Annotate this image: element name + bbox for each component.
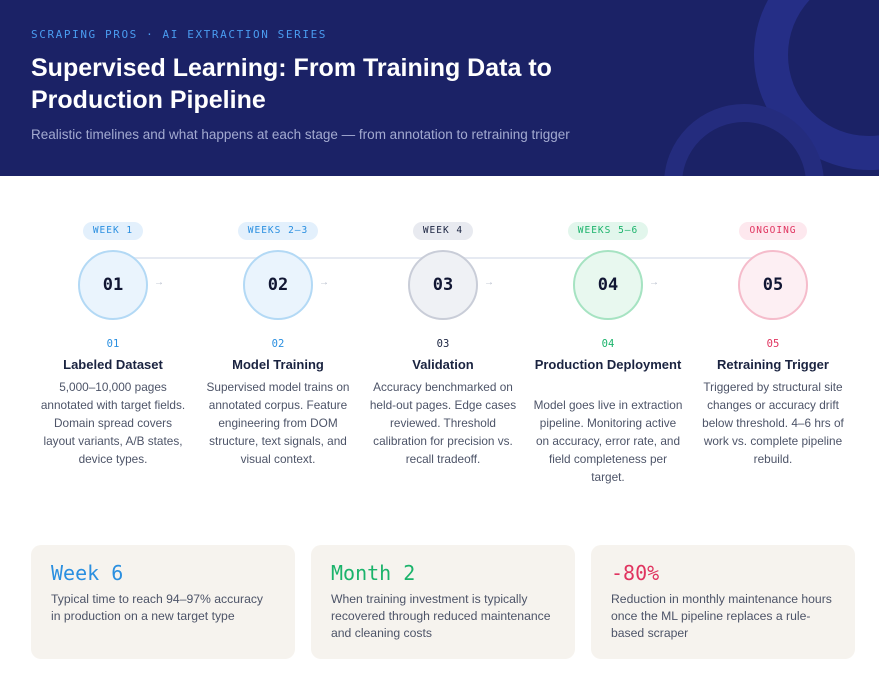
stage-title: Production Deployment: [534, 357, 682, 372]
header-banner: SCRAPING PROS · AI EXTRACTION SERIES Sup…: [0, 0, 879, 176]
stage-badge: WEEK 1: [82, 222, 144, 240]
page-title: Supervised Learning: From Training Data …: [31, 54, 552, 114]
stage-badge: WEEK 4: [412, 222, 474, 240]
series-eyebrow: SCRAPING PROS · AI EXTRACTION SERIES: [31, 28, 328, 41]
stage-description: Model goes live in extraction pipeline. …: [533, 398, 683, 484]
stage-description: Supervised model trains on annotated cor…: [206, 380, 350, 466]
stage-description: Triggered by structural site changes or …: [702, 380, 844, 466]
stage-number: 01: [106, 338, 120, 350]
stage-number: 03: [436, 338, 450, 350]
stat-value: Week 6: [51, 561, 124, 585]
stage-description: Accuracy benchmarked on held-out pages. …: [369, 380, 517, 466]
stage-circle: 01: [78, 250, 148, 320]
stage-title: Validation: [412, 357, 474, 372]
stat-value: Month 2: [331, 561, 416, 585]
stage-circle: 03: [408, 250, 478, 320]
stage-title: Retraining Trigger: [717, 357, 829, 372]
stat-card-accuracy: Week 6 Typical time to reach 94–97% accu…: [31, 545, 295, 659]
stage-title: Labeled Dataset: [63, 357, 163, 372]
timeline-stage-2: WEEKS 2–3 02 → 02 Model Training Supervi…: [203, 220, 353, 466]
arrow-right-icon: →: [154, 277, 164, 288]
stat-description: Reduction in monthly maintenance hours o…: [611, 592, 832, 640]
timeline-stage-4: WEEKS 5–6 04 → 04 Production Deployment …: [533, 220, 683, 484]
stat-card-payback: Month 2 When training investment is typi…: [311, 545, 575, 659]
arrow-right-icon: →: [484, 277, 494, 288]
timeline-stage-1: WEEK 1 01 → 01 Labeled Dataset 5,000–10,…: [38, 220, 188, 466]
stage-badge: WEEKS 2–3: [237, 222, 319, 240]
stage-circle: 05: [738, 250, 808, 320]
stage-number: 02: [271, 338, 285, 350]
page-subtitle: Realistic timelines and what happens at …: [31, 127, 570, 142]
stat-value: -80%: [611, 561, 660, 585]
arrow-right-icon: →: [649, 277, 659, 288]
stat-description: When training investment is typically re…: [331, 592, 551, 640]
stage-circle: 02: [243, 250, 313, 320]
stage-circle: 04: [573, 250, 643, 320]
stat-description: Typical time to reach 94–97% accuracy in…: [51, 592, 264, 623]
stage-description: 5,000–10,000 pages annotated with target…: [40, 380, 186, 466]
stat-card-maintenance: -80% Reduction in monthly maintenance ho…: [591, 545, 855, 659]
timeline-stage-5: ONGOING 05 05 Retraining Trigger Trigger…: [698, 220, 848, 466]
timeline-stage-3: WEEK 4 03 → 03 Validation Accuracy bench…: [368, 220, 518, 466]
stage-title: Model Training: [232, 357, 324, 372]
stage-badge: ONGOING: [739, 222, 807, 240]
stage-badge: WEEKS 5–6: [567, 222, 649, 240]
stage-number: 04: [601, 338, 615, 350]
arrow-right-icon: →: [319, 277, 329, 288]
stage-number: 05: [766, 338, 780, 350]
